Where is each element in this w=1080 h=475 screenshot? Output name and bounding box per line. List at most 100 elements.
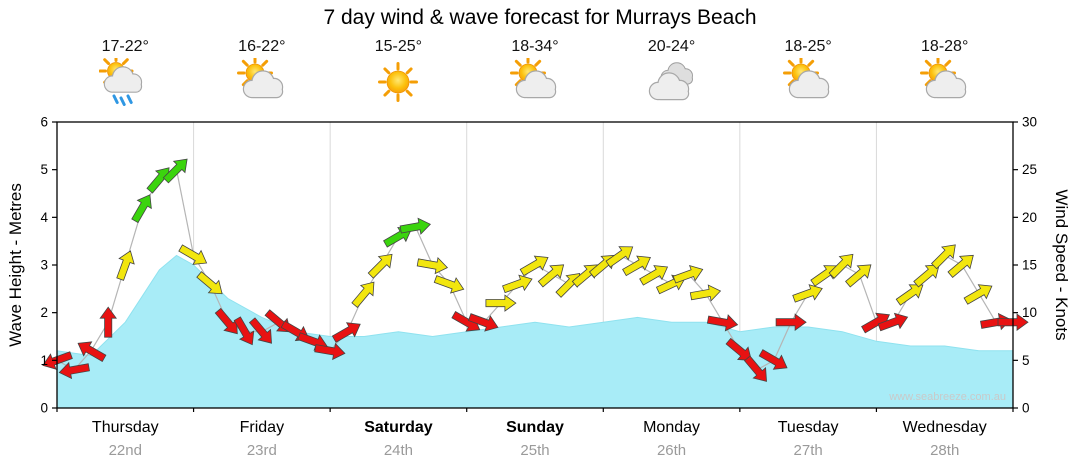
cloud-glyph [515,70,557,99]
day-date-label: 25th [520,442,550,459]
temp-range-label: 16-22° [238,38,286,55]
wind-arrow [930,244,956,270]
weather-icon-box [509,55,561,106]
temp-range-label: 18-28° [921,38,969,55]
wind-arrow [810,265,839,287]
sun-icon [378,62,419,102]
day-date-label: 28th [930,442,960,459]
y-right-tick-label: 10 [1022,305,1037,320]
y-right-tick-label: 30 [1022,115,1037,130]
rain-glyph [112,94,133,106]
sun-cloud-icon [510,55,557,99]
wind-arrow [672,265,704,284]
y-right-tick-label: 20 [1022,210,1037,225]
day-name-label: Sunday [506,419,564,436]
wind-arrow [433,275,465,294]
weather-icon-box [372,58,424,106]
wind-arrow [314,342,346,361]
wind-arrow [196,271,223,295]
wind-arrow [639,265,669,286]
wind-arrow [99,306,117,338]
day-name-label: Wednesday [902,419,987,436]
wind-arrow [131,194,152,224]
wind-arrow [605,246,634,268]
y-left-tick-label: 3 [40,258,48,273]
wind-arrow [58,361,90,380]
y-left-tick-label: 6 [40,115,48,130]
sun-cloud-rain-icon [98,53,143,106]
wind-arrow [947,254,974,278]
day-date-label: 27th [793,442,823,459]
wind-arrow [828,253,854,279]
wind-arrow [706,314,739,332]
day-date-label: 22nd [108,442,142,459]
wind-arrow [792,284,823,303]
cloud-glyph [242,70,284,99]
wind-arrow [248,317,272,344]
day-date-label: 24th [383,442,414,459]
wind-arrow [178,244,208,265]
weather-icon-box [782,55,834,106]
wind-arrow [758,349,788,370]
wave-height-area [56,254,1014,409]
cloud-glyph [925,70,966,99]
y-right-tick-label: 0 [1022,401,1030,416]
day-name-label: Friday [239,419,285,436]
wind-arrow [467,313,499,332]
wind-arrow [502,274,533,294]
wind-arrow [519,255,549,277]
page-title: 7 day wind & wave forecast for Murrays B… [323,6,757,29]
wind-arrow [895,284,924,306]
wind-arrows [42,158,1029,382]
sun-cloud-icon [236,55,284,99]
wind-arrow [77,341,107,362]
wind-arrow [537,264,565,288]
y-right-tick-label: 15 [1022,258,1037,273]
wind-arrow [351,281,375,308]
wind-arrow [913,264,940,288]
wind-arrow [367,253,393,279]
wind-arrow [743,355,767,382]
day-date-label: 26th [656,442,687,459]
wind-arrow [622,255,651,277]
y-left-tick-label: 4 [40,210,48,225]
wind-arrow [331,322,361,343]
cloud-glyph [104,66,143,93]
wind-arrow [725,337,752,361]
y-right-tick-label: 25 [1022,162,1037,177]
temp-range-label: 15-25° [374,38,423,55]
y-left-tick-label: 1 [40,353,48,368]
weather-icon-box [646,58,698,106]
wind-arrow [485,294,517,312]
weather-icon-box [236,55,288,106]
weather-icon-box [98,53,151,106]
wind-arrow [116,250,135,281]
temp-range-label: 20-24° [647,38,696,55]
cloud-glyph [648,72,689,101]
y-right-tick-label: 5 [1022,353,1030,368]
wind-arrow [877,312,909,332]
day-name-label: Monday [643,419,701,436]
sun-cloud-icon [783,55,830,99]
temp-range-label: 18-34° [511,38,559,55]
wind-arrow [162,158,188,184]
day-name-label: Saturday [364,419,433,436]
temp-range-label: 18-25° [784,38,832,55]
sun-glyph [378,62,419,102]
weather-icon-box [919,55,971,106]
day-date-label: 23rd [246,442,277,459]
y-left-tick-label: 2 [40,305,48,320]
wind-arrow [233,316,255,346]
y-left-tick-label: 0 [40,401,48,416]
wind-arrow [775,313,807,331]
day-name-label: Tuesday [777,419,839,436]
cloud-glyph [788,70,830,99]
y-left-tick-label: 5 [40,162,48,177]
watermark: www.seabreeze.com.au [889,391,1006,403]
axis-ticks: 0 1 2 3 4 5 6 0 5 10 15 20 25 30 [40,115,1037,416]
wind-arrow [689,284,722,302]
wind-arrow [416,256,449,275]
wind-arrow [845,264,872,288]
